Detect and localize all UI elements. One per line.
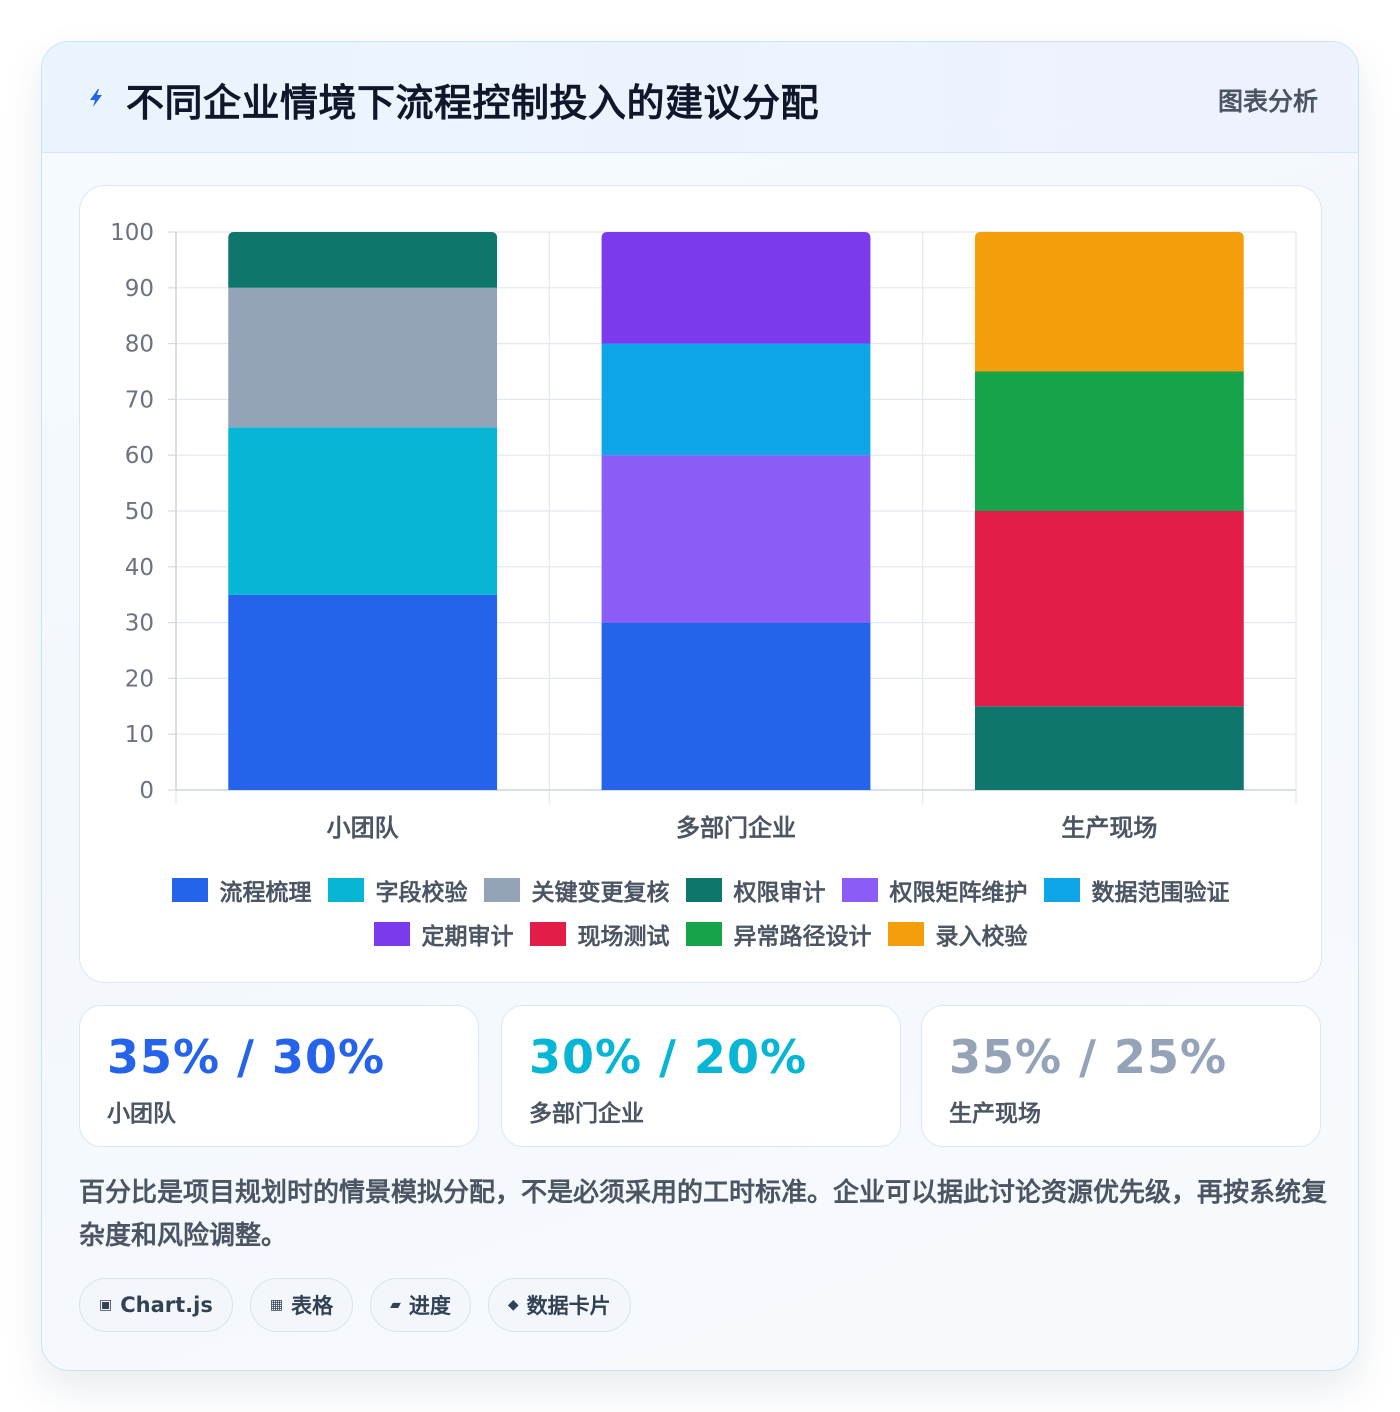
legend-swatch xyxy=(171,878,208,902)
legend-swatch xyxy=(529,922,566,946)
legend-item[interactable]: 权限审计 xyxy=(685,873,826,907)
pill-label: Chart.js xyxy=(120,1293,213,1317)
chart-icon: ▣ xyxy=(99,1297,113,1313)
pill-label: 进度 xyxy=(408,1294,451,1318)
stat-value: 30% / 20% xyxy=(529,1030,808,1084)
legend-item[interactable]: 异常路径设计 xyxy=(685,917,872,951)
legend-label: 权限审计 xyxy=(733,880,826,906)
stat-label: 多部门企业 xyxy=(529,1101,644,1127)
stat-value: 35% / 30% xyxy=(107,1030,386,1084)
legend-item[interactable]: 录入校验 xyxy=(887,917,1028,951)
legend-item[interactable]: 关键变更复核 xyxy=(483,873,670,907)
stat-card-production: 35% / 25% 生产现场 xyxy=(921,1005,1321,1147)
legend-swatch xyxy=(685,922,722,946)
y-tick-label: 10 xyxy=(125,722,154,748)
legend-item[interactable]: 定期审计 xyxy=(373,917,514,951)
bar-segment xyxy=(228,232,498,288)
x-tick-label: 多部门企业 xyxy=(676,814,796,842)
legend-swatch xyxy=(373,922,410,946)
pill-progress[interactable]: ▰ 进度 xyxy=(370,1278,471,1332)
pill-table[interactable]: ▦ 表格 xyxy=(249,1278,354,1332)
bar-segment xyxy=(601,232,871,344)
bar-segment xyxy=(228,427,498,595)
lightning-icon xyxy=(90,89,102,107)
footnote: 百分比是项目规划时的情景模拟分配，不是必须采用的工时标准。企业可以据此讨论资源优… xyxy=(79,1178,1328,1251)
pill-chartjs[interactable]: ▣ Chart.js xyxy=(79,1278,233,1332)
legend-item[interactable]: 数据范围验证 xyxy=(1043,873,1230,907)
legend-label: 现场测试 xyxy=(577,924,670,950)
bar-segment xyxy=(601,622,871,790)
bar-segment xyxy=(228,287,498,428)
y-tick-label: 90 xyxy=(125,276,154,302)
y-tick-label: 70 xyxy=(125,387,154,413)
legend-label: 流程梳理 xyxy=(219,880,312,906)
table-icon: ▦ xyxy=(269,1297,284,1313)
legend-swatch xyxy=(483,878,520,902)
card-header: 不同企业情境下流程控制投入的建议分配 图表分析 xyxy=(42,42,1358,153)
legend-swatch xyxy=(1043,878,1080,902)
stat-card-multi-dept: 30% / 20% 多部门企业 xyxy=(501,1005,901,1147)
legend-label: 数据范围验证 xyxy=(1091,880,1230,906)
progress-icon: ▰ xyxy=(390,1297,401,1313)
legend-row: 流程梳理 字段校验 关键变更复核 权限审计 权限矩阵维护 数据范围验证 xyxy=(80,868,1321,912)
y-tick-label: 50 xyxy=(125,499,154,525)
legend-row: 定期审计 现场测试 异常路径设计 录入校验 xyxy=(80,912,1321,956)
x-tick-label: 生产现场 xyxy=(1061,814,1157,842)
tag-pills: ▣ Chart.js ▦ 表格 ▰ 进度 ◆ 数据卡片 xyxy=(79,1278,648,1332)
legend-label: 异常路径设计 xyxy=(733,924,872,950)
legend-swatch xyxy=(685,878,722,902)
chart-card: 不同企业情境下流程控制投入的建议分配 图表分析 0 10 20 30 40 50 60 70 8… xyxy=(41,41,1359,1371)
legend-swatch xyxy=(887,922,924,946)
bar-segment xyxy=(974,371,1244,511)
y-tick-label: 40 xyxy=(125,555,154,581)
stat-value: 35% / 25% xyxy=(949,1030,1228,1084)
y-tick-label: 20 xyxy=(125,666,154,692)
legend-swatch xyxy=(327,878,364,902)
bar-segment xyxy=(974,706,1244,790)
y-tick-label: 30 xyxy=(125,611,154,637)
pill-label: 表格 xyxy=(291,1294,334,1318)
header-tag: 图表分析 xyxy=(1217,87,1318,116)
stat-label: 小团队 xyxy=(107,1101,176,1127)
chart-legend: 流程梳理 字段校验 关键变更复核 权限审计 权限矩阵维护 数据范围验证 定期审计 现场测试 异… xyxy=(80,868,1321,956)
legend-item[interactable]: 字段校验 xyxy=(327,873,468,907)
legend-label: 定期审计 xyxy=(421,924,514,950)
legend-item[interactable]: 现场测试 xyxy=(529,917,670,951)
stat-card-small-team: 35% / 30% 小团队 xyxy=(79,1005,479,1147)
chart-panel: 0 10 20 30 40 50 60 70 80 90 100 小团队 多部门企业 生产现场 流程梳理 字… xyxy=(79,185,1322,983)
y-tick-label: 0 xyxy=(139,778,154,804)
legend-item[interactable]: 流程梳理 xyxy=(171,873,312,907)
x-tick-label: 小团队 xyxy=(327,814,400,842)
bar-segment xyxy=(228,594,498,790)
diamond-icon: ◆ xyxy=(507,1297,519,1313)
y-tick-label: 80 xyxy=(125,332,154,358)
page-title: 不同企业情境下流程控制投入的建议分配 xyxy=(126,81,820,125)
legend-swatch xyxy=(841,878,878,902)
y-tick-label: 100 xyxy=(110,220,154,246)
legend-label: 关键变更复核 xyxy=(531,880,670,906)
legend-label: 字段校验 xyxy=(375,880,468,906)
stat-label: 生产现场 xyxy=(949,1101,1041,1127)
pill-data-card[interactable]: ◆ 数据卡片 xyxy=(487,1278,631,1332)
legend-item[interactable]: 权限矩阵维护 xyxy=(841,873,1028,907)
legend-label: 权限矩阵维护 xyxy=(889,880,1028,906)
stacked-bar-chart: 0 10 20 30 40 50 60 70 80 90 100 小团队 多部门企业 生产现场 xyxy=(110,220,1297,842)
legend-label: 录入校验 xyxy=(935,924,1028,950)
y-tick-label: 60 xyxy=(125,443,154,469)
bar-segment xyxy=(601,455,871,623)
bar-segment xyxy=(974,232,1244,372)
bar-segment xyxy=(974,511,1244,707)
bar-segment xyxy=(601,343,871,456)
pill-label: 数据卡片 xyxy=(526,1294,611,1318)
